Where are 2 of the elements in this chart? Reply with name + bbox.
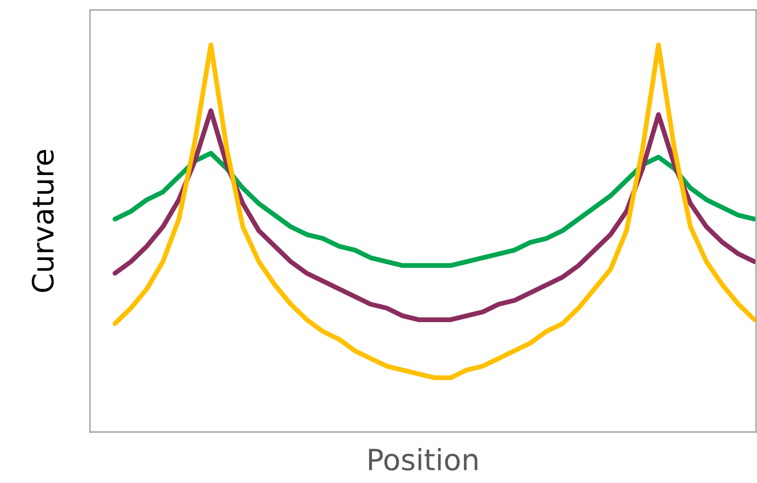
x-axis-title: Position: [369, 448, 478, 471]
y-axis-title: Curvature: [32, 150, 54, 292]
